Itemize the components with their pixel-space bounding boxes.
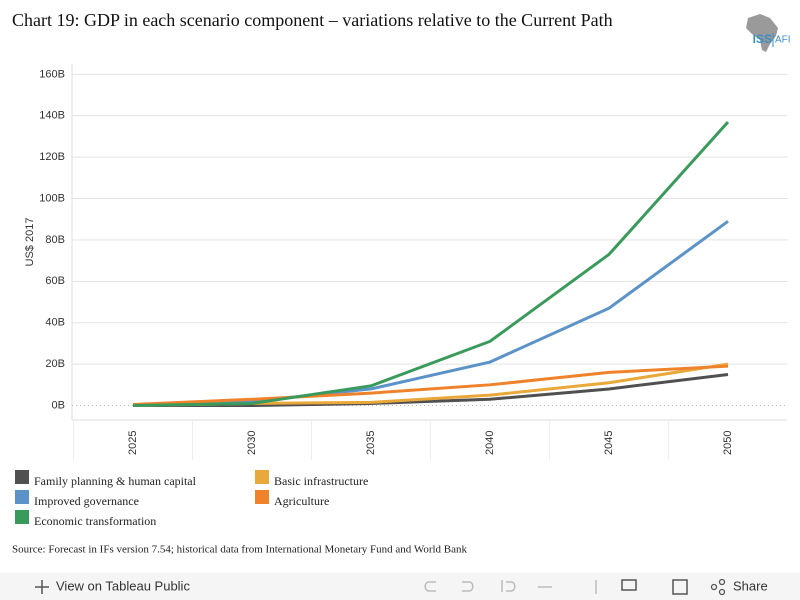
share-button[interactable]: Share (733, 578, 768, 593)
legend-swatch (15, 470, 29, 484)
legend-label: Basic infrastructure (274, 474, 368, 488)
tableau-icon (35, 580, 49, 594)
y-tick-label: 120B (39, 151, 65, 163)
fullscreen-icon[interactable] (672, 579, 688, 595)
y-tick-label: 0B (52, 399, 65, 411)
legend-label: Improved governance (34, 494, 139, 508)
series-line (133, 372, 729, 408)
legend-swatch (15, 490, 29, 504)
x-tick-label: 2025 (127, 431, 139, 455)
y-tick-label: 20B (45, 358, 65, 370)
toolbar-icons (424, 580, 597, 594)
view-on-tableau[interactable]: View on Tableau Public (56, 578, 190, 593)
share-icon[interactable] (710, 578, 726, 596)
source-note: Source: Forecast in IFs version 7.54; hi… (12, 544, 468, 556)
y-tick-label: 100B (39, 192, 65, 204)
logo-right: AFI (775, 35, 791, 46)
download-icon[interactable] (621, 579, 637, 591)
x-tick-label: 2035 (365, 431, 377, 455)
chart-title: Chart 19: GDP in each scenario component… (12, 10, 613, 30)
x-tick-label: 2050 (722, 431, 734, 455)
y-tick-label: 140B (39, 110, 65, 122)
y-tick-label: 160B (39, 68, 65, 80)
x-tick-label: 2030 (246, 431, 258, 455)
toolbar (0, 573, 800, 600)
legend-swatch (255, 490, 269, 504)
legend-label: Agriculture (274, 494, 329, 508)
logo-map (746, 14, 778, 52)
logo-left: ISS (753, 32, 772, 46)
series-line (132, 364, 729, 406)
series-line (132, 120, 730, 408)
legend-swatch (15, 510, 29, 524)
legend-label: Economic transformation (34, 514, 156, 528)
y-tick-label: 40B (45, 317, 65, 329)
y-tick-label: 80B (45, 234, 65, 246)
y-axis-label: US$ 2017 (24, 218, 36, 267)
series-line (132, 220, 729, 408)
x-tick-label: 2045 (603, 431, 615, 455)
legend-swatch (255, 470, 269, 484)
x-tick-label: 2040 (484, 431, 496, 455)
legend-label: Family planning & human capital (34, 474, 197, 488)
y-tick-label: 60B (45, 275, 65, 287)
